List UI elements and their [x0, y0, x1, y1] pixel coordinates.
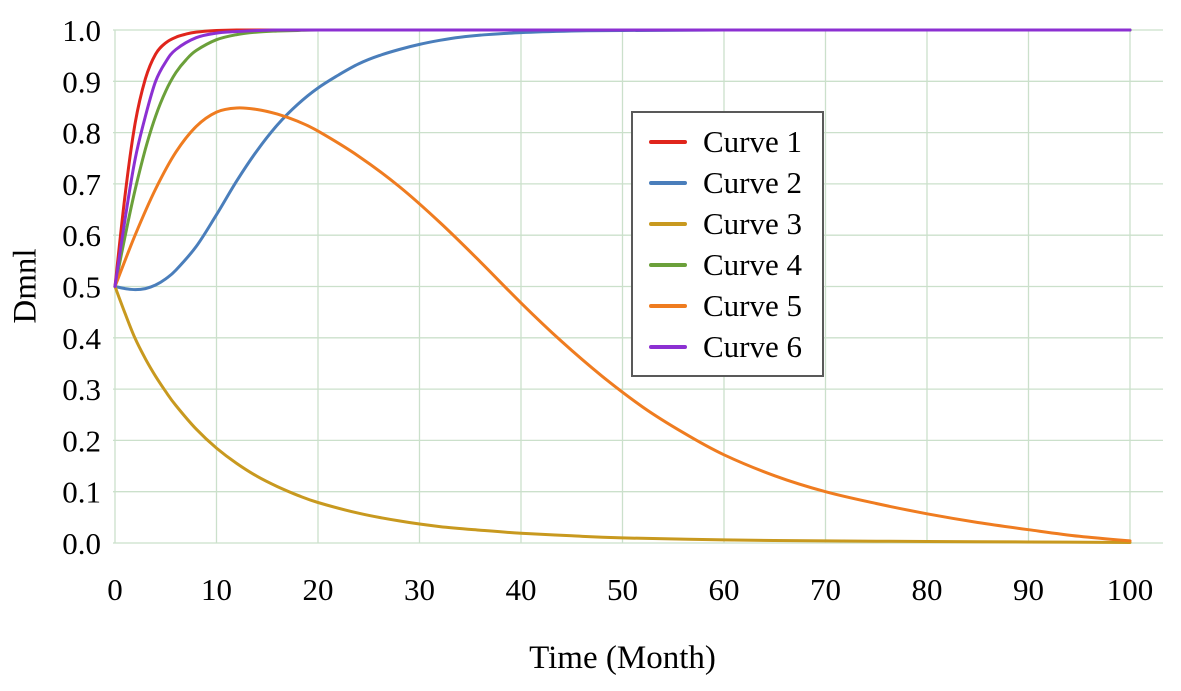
y-tick-label: 0.9 [62, 64, 101, 99]
curve-line-3 [113, 285, 1132, 544]
curve-line-5 [113, 106, 1132, 543]
legend-entry: Curve 4 [649, 244, 802, 285]
y-tick-label: 0.3 [62, 372, 101, 407]
x-axis-label: Time (Month) [529, 640, 716, 676]
x-tick-label: 100 [1107, 572, 1154, 607]
y-tick-label: 0.0 [62, 526, 101, 561]
legend-label-curve-5: Curve 5 [703, 287, 803, 323]
legend-swatch-curve-1 [649, 139, 687, 144]
x-tick-label: 0 [107, 572, 123, 607]
legend-label-curve-6: Curve 6 [703, 328, 803, 364]
legend: Curve 1 Curve 2 Curve 3 Curve 4 Curve 5 … [631, 111, 825, 377]
legend-entry: Curve 1 [649, 121, 802, 162]
x-tick-label: 40 [506, 572, 537, 607]
x-tick-label: 80 [912, 572, 943, 607]
x-tick-label: 20 [303, 572, 334, 607]
legend-label-curve-3: Curve 3 [703, 205, 803, 241]
y-tick-label: 0.6 [62, 218, 101, 253]
legend-swatch-curve-4 [649, 262, 687, 267]
legend-label-curve-4: Curve 4 [703, 246, 803, 282]
curve-line-6 [113, 28, 1132, 288]
legend-swatch-curve-2 [649, 180, 687, 185]
legend-swatch-curve-5 [649, 303, 687, 308]
x-tick-label: 60 [709, 572, 740, 607]
legend-swatch-curve-3 [649, 221, 687, 226]
x-tick-label: 90 [1013, 572, 1044, 607]
y-tick-label: 0.5 [62, 270, 101, 305]
legend-entry: Curve 3 [649, 203, 802, 244]
y-tick-label: 0.7 [62, 167, 101, 202]
x-tick-label: 50 [607, 572, 638, 607]
legend-swatch-curve-6 [649, 344, 687, 349]
legend-entry: Curve 6 [649, 326, 802, 367]
y-tick-label: 0.1 [62, 475, 101, 510]
y-tick-label: 0.8 [62, 116, 101, 151]
x-tick-label: 30 [404, 572, 435, 607]
legend-entry: Curve 2 [649, 162, 802, 203]
y-tick-label: 0.2 [62, 423, 101, 458]
y-tick-label: 1.0 [62, 13, 101, 48]
x-tick-label: 70 [810, 572, 841, 607]
x-tick-label: 10 [201, 572, 232, 607]
legend-label-curve-1: Curve 1 [703, 123, 803, 159]
y-tick-label: 0.4 [62, 321, 101, 356]
legend-label-curve-2: Curve 2 [703, 164, 803, 200]
legend-entry: Curve 5 [649, 285, 802, 326]
y-axis-label: Dmnl [7, 248, 44, 324]
